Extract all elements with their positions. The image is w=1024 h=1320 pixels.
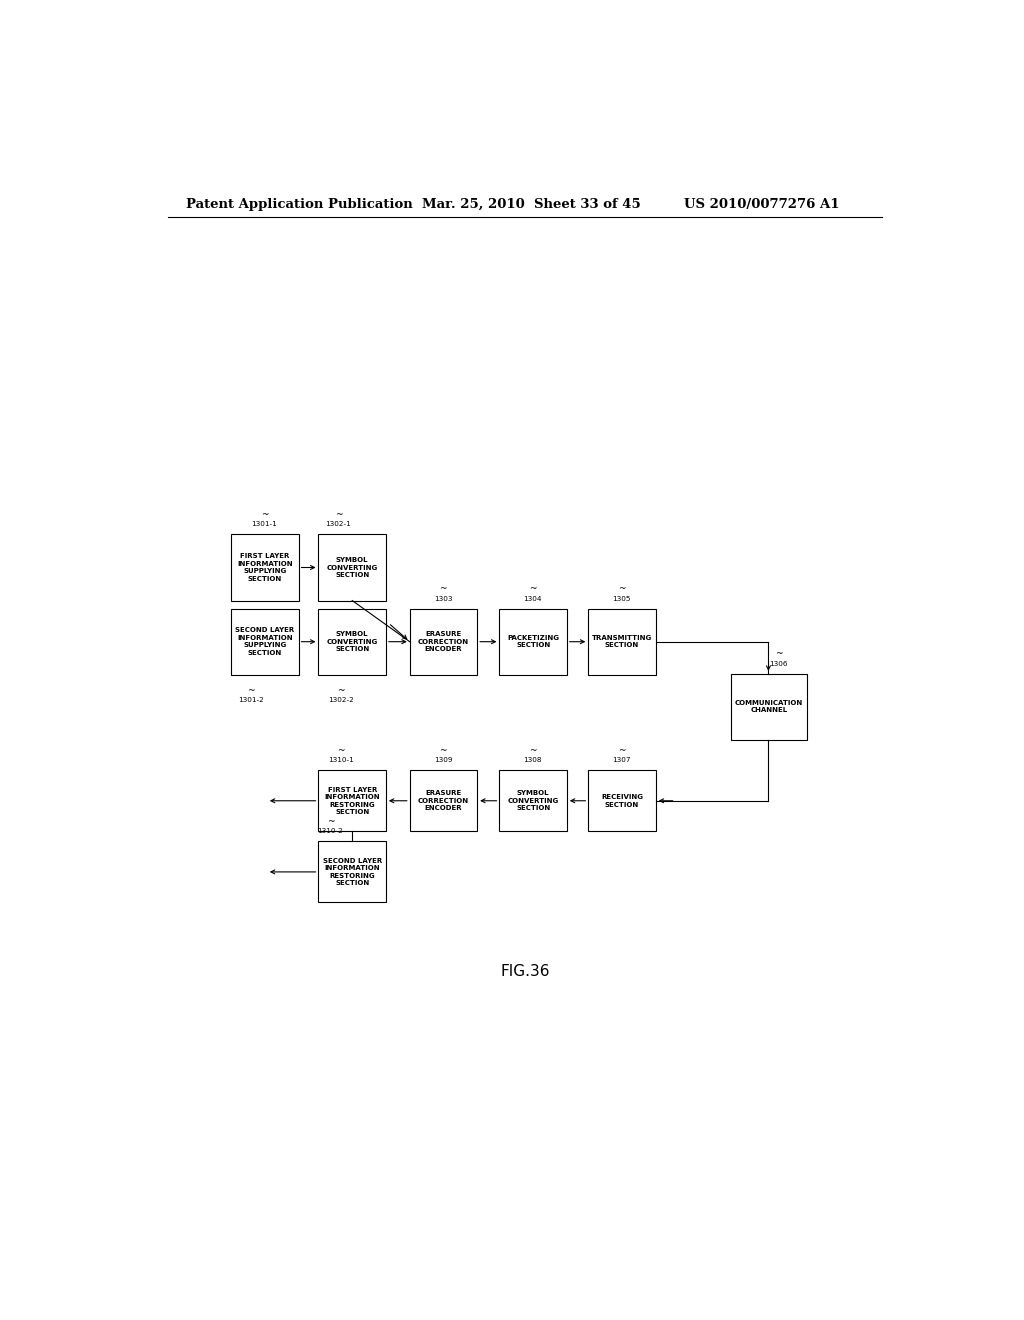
Text: ~: ~ xyxy=(529,746,537,755)
Text: FIRST LAYER
INFORMATION
SUPPLYING
SECTION: FIRST LAYER INFORMATION SUPPLYING SECTIO… xyxy=(238,553,293,582)
Text: ~: ~ xyxy=(439,746,446,755)
Text: Patent Application Publication: Patent Application Publication xyxy=(186,198,413,211)
Text: FIRST LAYER
INFORMATION
RESTORING
SECTION: FIRST LAYER INFORMATION RESTORING SECTIO… xyxy=(325,787,380,814)
Text: SECOND LAYER
INFORMATION
SUPPLYING
SECTION: SECOND LAYER INFORMATION SUPPLYING SECTI… xyxy=(236,627,295,656)
Text: 1307: 1307 xyxy=(612,758,631,763)
Text: ~: ~ xyxy=(335,511,342,519)
Text: PACKETIZING
SECTION: PACKETIZING SECTION xyxy=(507,635,559,648)
Text: 1304: 1304 xyxy=(523,595,542,602)
Text: ~: ~ xyxy=(337,746,344,755)
Text: RECEIVING
SECTION: RECEIVING SECTION xyxy=(601,795,643,808)
Text: ~: ~ xyxy=(617,585,626,594)
Text: ERASURE
CORRECTION
ENCODER: ERASURE CORRECTION ENCODER xyxy=(418,631,469,652)
Text: TRANSMITTING
SECTION: TRANSMITTING SECTION xyxy=(592,635,652,648)
Text: Mar. 25, 2010  Sheet 33 of 45: Mar. 25, 2010 Sheet 33 of 45 xyxy=(422,198,640,211)
Text: 1310-1: 1310-1 xyxy=(328,758,353,763)
Text: ~: ~ xyxy=(617,746,626,755)
Text: 1302-1: 1302-1 xyxy=(326,521,351,528)
Text: ~: ~ xyxy=(337,686,344,696)
Bar xyxy=(318,841,386,903)
Text: 1309: 1309 xyxy=(434,758,453,763)
Text: ~: ~ xyxy=(327,817,334,826)
Text: FIG.36: FIG.36 xyxy=(500,964,550,979)
Text: ~: ~ xyxy=(529,585,537,594)
Text: SYMBOL
CONVERTING
SECTION: SYMBOL CONVERTING SECTION xyxy=(327,557,378,578)
Bar xyxy=(231,609,299,675)
Text: SYMBOL
CONVERTING
SECTION: SYMBOL CONVERTING SECTION xyxy=(508,791,559,812)
Text: ~: ~ xyxy=(261,511,268,519)
Bar xyxy=(500,609,567,675)
Text: SYMBOL
CONVERTING
SECTION: SYMBOL CONVERTING SECTION xyxy=(327,631,378,652)
Text: ~: ~ xyxy=(439,585,446,594)
Text: 1310-2: 1310-2 xyxy=(317,829,343,834)
Bar xyxy=(410,771,477,832)
Text: 1301-1: 1301-1 xyxy=(252,521,278,528)
Text: 1303: 1303 xyxy=(434,595,453,602)
Text: ~: ~ xyxy=(775,649,782,659)
Bar xyxy=(731,673,807,739)
Text: 1308: 1308 xyxy=(523,758,542,763)
Bar xyxy=(500,771,567,832)
Text: SECOND LAYER
INFORMATION
RESTORING
SECTION: SECOND LAYER INFORMATION RESTORING SECTI… xyxy=(323,858,382,886)
Bar xyxy=(318,535,386,601)
Bar xyxy=(318,609,386,675)
Text: 1305: 1305 xyxy=(612,595,631,602)
Text: US 2010/0077276 A1: US 2010/0077276 A1 xyxy=(684,198,839,211)
Bar xyxy=(588,771,655,832)
Text: 1301-2: 1301-2 xyxy=(239,697,264,704)
Bar xyxy=(588,609,655,675)
Bar xyxy=(410,609,477,675)
Text: 1306: 1306 xyxy=(769,660,788,667)
Text: COMMUNICATION
CHANNEL: COMMUNICATION CHANNEL xyxy=(734,700,803,714)
Text: ERASURE
CORRECTION
ENCODER: ERASURE CORRECTION ENCODER xyxy=(418,791,469,812)
Bar xyxy=(318,771,386,832)
Bar xyxy=(231,535,299,601)
Text: ~: ~ xyxy=(247,686,255,696)
Text: 1302-2: 1302-2 xyxy=(328,697,353,704)
